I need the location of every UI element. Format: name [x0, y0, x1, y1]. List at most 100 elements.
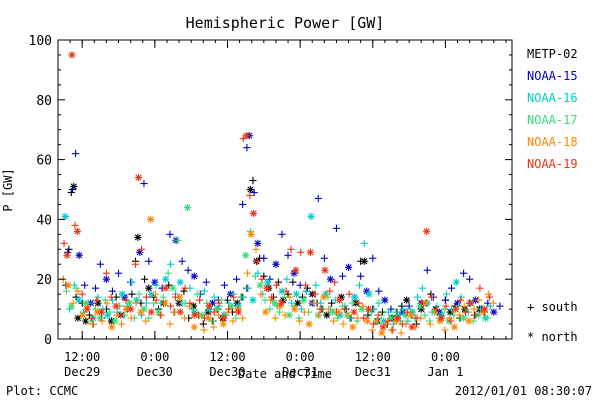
marker-legend: + south * north	[527, 300, 578, 344]
north-point	[364, 305, 373, 313]
north-point	[134, 173, 143, 182]
south-point	[179, 299, 187, 307]
south-point	[246, 191, 254, 200]
south-point	[423, 266, 431, 274]
north-point	[300, 296, 308, 304]
south-point	[225, 305, 233, 313]
south-point	[101, 296, 109, 304]
north-point	[256, 281, 264, 289]
north-point	[247, 230, 255, 238]
south-point	[329, 317, 338, 325]
south-point	[145, 314, 153, 322]
north-point	[176, 278, 184, 286]
south-point	[302, 287, 310, 295]
south-point	[406, 305, 414, 313]
south-point	[310, 299, 318, 307]
x-tick-time-label: 12:00	[355, 350, 391, 364]
north-point	[452, 278, 460, 286]
south-point	[405, 302, 413, 310]
south-point	[484, 314, 492, 322]
north-point	[350, 308, 358, 316]
south-point	[220, 281, 229, 289]
x-tick-date-label: Dec30	[209, 365, 245, 379]
north-point	[272, 260, 280, 268]
footer-left: Plot: CCMC	[6, 384, 78, 398]
south-point	[398, 302, 406, 310]
north-point	[234, 308, 242, 316]
south-point	[471, 311, 479, 319]
north-point	[162, 284, 170, 292]
north-point	[263, 284, 271, 292]
south-point	[180, 314, 189, 322]
south-point	[239, 200, 247, 209]
south-point	[272, 281, 281, 289]
north-point	[262, 308, 270, 316]
north-point	[151, 278, 159, 286]
south-point	[441, 296, 450, 304]
north-point	[205, 302, 213, 310]
south-point	[107, 293, 115, 301]
south-point	[171, 293, 180, 301]
south-point	[274, 278, 282, 286]
north-point	[183, 203, 192, 212]
south-point	[456, 296, 465, 304]
south-point	[232, 314, 240, 322]
south-point	[389, 326, 397, 334]
south-point	[399, 305, 407, 313]
south-point	[286, 293, 294, 301]
south-point	[314, 194, 322, 203]
north-point	[337, 293, 345, 301]
series-noaa-19	[60, 51, 494, 334]
south-point	[297, 248, 305, 256]
south-point	[338, 302, 347, 310]
north-point	[307, 212, 315, 221]
north-point	[108, 323, 116, 331]
south-point	[433, 302, 441, 310]
south-point	[257, 290, 265, 298]
south-point	[152, 296, 160, 304]
north-point	[68, 51, 76, 59]
south-point	[244, 284, 252, 292]
north-point	[479, 308, 488, 316]
north-point	[104, 311, 112, 319]
south-point	[466, 275, 474, 283]
south-point	[253, 257, 261, 265]
south-point	[486, 293, 494, 301]
south-point	[484, 290, 492, 298]
north-point	[175, 299, 183, 307]
south-point	[184, 266, 192, 274]
south-point	[421, 311, 429, 319]
south-point	[373, 317, 381, 325]
north-point	[246, 185, 255, 194]
north-point	[335, 296, 344, 304]
south-point	[142, 317, 150, 325]
south-point	[237, 293, 245, 301]
south-point	[93, 296, 101, 304]
south-point	[348, 299, 356, 307]
north-point	[481, 305, 489, 313]
south-point	[289, 278, 297, 286]
south-point	[418, 299, 426, 307]
south-point	[460, 302, 468, 310]
north-point	[64, 281, 72, 289]
north-point	[387, 314, 395, 322]
south-point	[81, 281, 89, 289]
north-point	[294, 299, 302, 307]
south-point	[364, 311, 372, 319]
north-point	[326, 275, 334, 283]
south-point	[378, 308, 387, 316]
north-point	[190, 323, 198, 331]
north-point	[291, 305, 299, 313]
south-point	[131, 260, 140, 268]
south-point	[69, 299, 77, 307]
south-point	[258, 275, 266, 283]
south-point	[268, 293, 276, 301]
south-point	[287, 245, 295, 253]
south-point	[178, 257, 186, 265]
south-point	[374, 311, 382, 319]
north-point	[306, 248, 315, 256]
south-point	[122, 296, 130, 304]
south-point	[455, 311, 463, 319]
south-point	[459, 269, 468, 277]
south-point	[114, 269, 123, 277]
